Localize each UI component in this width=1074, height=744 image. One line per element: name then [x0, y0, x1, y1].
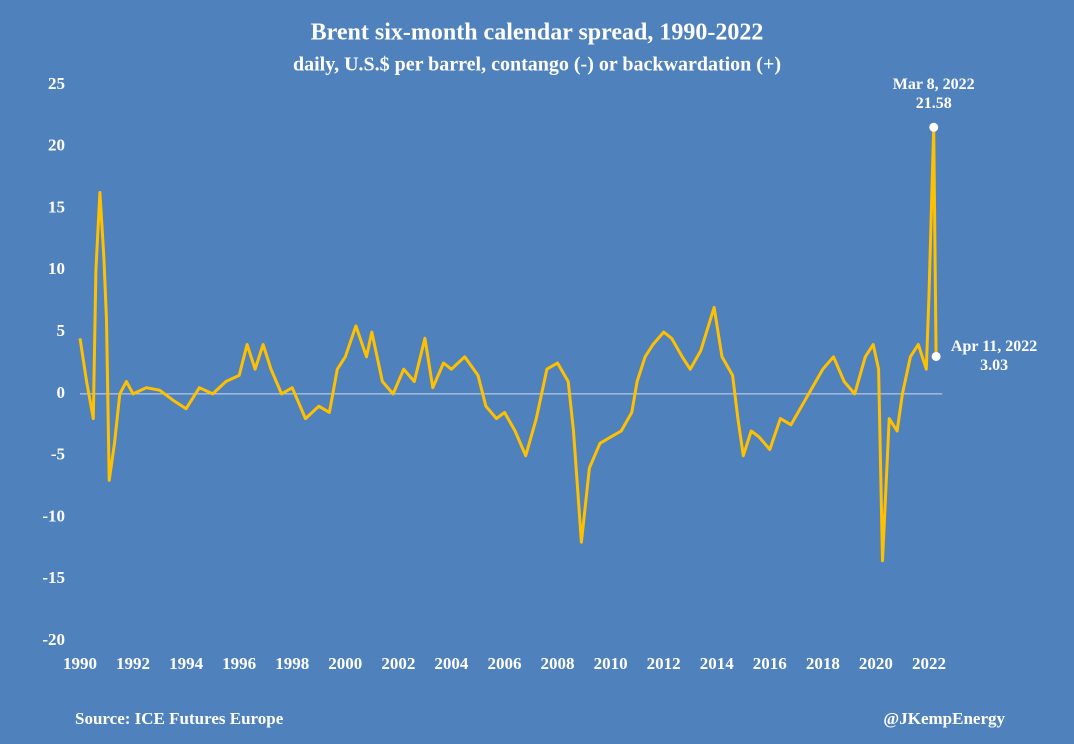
x-tick-label: 2020	[859, 654, 893, 673]
y-tick-label: -10	[42, 506, 65, 525]
y-tick-label: -15	[42, 568, 65, 587]
y-tick-label: -5	[51, 445, 65, 464]
x-tick-label: 2008	[541, 654, 575, 673]
y-tick-label: 20	[48, 136, 65, 155]
annotation-value: 21.58	[916, 95, 952, 112]
x-tick-label: 2022	[912, 654, 946, 673]
credit: @JKempEnergy	[883, 709, 1005, 728]
x-tick-label: 2018	[806, 654, 840, 673]
x-tick-label: 2006	[487, 654, 521, 673]
x-tick-label: 2000	[328, 654, 362, 673]
chart-title: Brent six-month calendar spread, 1990-20…	[311, 20, 764, 46]
x-tick-label: 1998	[275, 654, 309, 673]
annotation-dot	[929, 122, 939, 132]
annotation-label: Mar 8, 2022	[893, 76, 975, 93]
x-tick-label: 2010	[594, 654, 628, 673]
y-tick-label: 5	[57, 321, 66, 340]
x-tick-label: 2012	[647, 654, 681, 673]
x-tick-label: 2004	[434, 654, 469, 673]
annotation-value: 3.03	[980, 357, 1008, 374]
annotation-label: Apr 11, 2022	[951, 338, 1037, 355]
x-tick-label: 1992	[116, 654, 150, 673]
y-tick-label: 10	[48, 259, 65, 278]
source: Source: ICE Futures Europe	[75, 709, 284, 728]
spread-line	[78, 125, 938, 563]
y-tick-label: 0	[57, 383, 66, 402]
y-tick-label: 25	[48, 74, 65, 93]
x-tick-label: 1994	[169, 654, 204, 673]
x-tick-label: 1990	[63, 654, 97, 673]
x-tick-label: 1996	[222, 654, 256, 673]
y-tick-label: 15	[48, 197, 65, 216]
y-tick-label: -20	[42, 630, 65, 649]
x-tick-label: 2014	[700, 654, 735, 673]
chart-subtitle: daily, U.S.$ per barrel, contango (-) or…	[293, 54, 781, 76]
x-tick-label: 2002	[381, 654, 415, 673]
annotation-dot	[931, 351, 941, 361]
x-tick-label: 2016	[753, 654, 787, 673]
